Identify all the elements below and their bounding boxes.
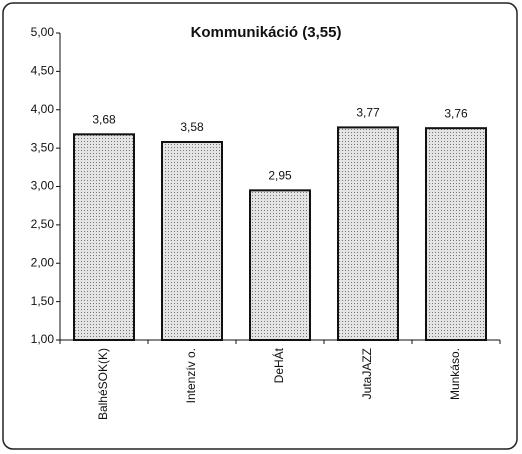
chart-title: Kommunikáció (3,55) <box>191 24 342 41</box>
y-tick-label: 4,00 <box>31 102 55 116</box>
y-tick-label: 2,50 <box>31 217 55 231</box>
y-tick-label: 2,00 <box>31 255 55 269</box>
y-tick-label: 4,50 <box>31 64 55 78</box>
value-label: 2,95 <box>268 169 292 183</box>
y-tick-label: 3,00 <box>31 179 55 193</box>
value-label: 3,58 <box>180 120 204 134</box>
y-tick-label: 3,50 <box>31 140 55 154</box>
y-tick-label: 5,00 <box>31 25 55 39</box>
y-tick-label: 1,50 <box>31 294 55 308</box>
value-label: 3,77 <box>356 106 380 120</box>
bar <box>337 126 399 341</box>
y-tick-label: 1,00 <box>31 332 55 346</box>
bar <box>73 133 135 341</box>
bar <box>425 127 487 341</box>
bar <box>161 140 223 341</box>
x-tick-label: DeHÁt <box>271 347 286 383</box>
value-label: 3,68 <box>92 112 116 126</box>
value-label: 3,76 <box>444 106 468 120</box>
x-tick-label: JutaJAZZ <box>360 348 374 399</box>
bar <box>249 189 311 341</box>
x-tick-label: Intenzív o. <box>184 348 198 403</box>
x-tick-label: Munkáso. <box>448 348 462 400</box>
x-tick-label: BalhéSOK(K) <box>96 348 110 420</box>
